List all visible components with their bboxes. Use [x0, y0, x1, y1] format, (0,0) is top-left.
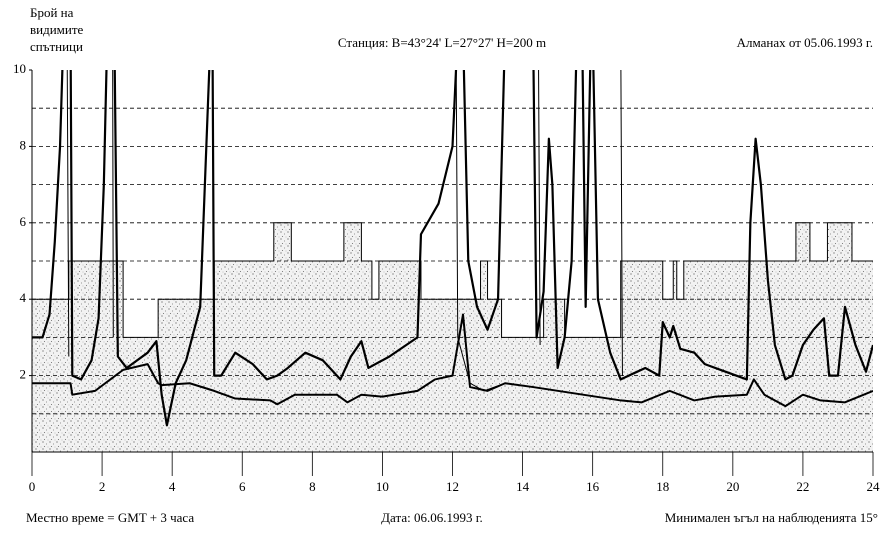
x-tick-label: 6 — [239, 479, 246, 494]
x-tick-label: 4 — [169, 479, 176, 494]
x-tick-label: 24 — [867, 479, 881, 494]
chart-title: Станция: B=43°24' L=27°27' H=200 m — [338, 35, 546, 50]
x-tick-label: 20 — [726, 479, 739, 494]
x-tick-label: 2 — [99, 479, 106, 494]
min-angle-note: Минимален ъгъл на наблюденията 15° — [665, 510, 878, 525]
series-line — [66, 70, 623, 392]
series-line — [32, 70, 873, 427]
x-tick-label: 22 — [796, 479, 809, 494]
x-tick-label: 0 — [29, 479, 36, 494]
local-time-note: Местно време = GMT + 3 часа — [26, 510, 194, 525]
y-label-line: спътници — [30, 39, 83, 54]
x-tick-label: 14 — [516, 479, 530, 494]
plot-area — [32, 70, 873, 452]
date-note: Дата: 06.06.1993 г. — [381, 510, 483, 525]
series-line — [32, 313, 873, 408]
y-tick-label: 4 — [20, 290, 27, 305]
y-tick-label: 2 — [20, 367, 27, 382]
y-tick-label: 8 — [20, 137, 27, 152]
x-tick-label: 12 — [446, 479, 459, 494]
x-tick-label: 16 — [586, 479, 600, 494]
x-tick-label: 10 — [376, 479, 389, 494]
y-tick-label: 6 — [20, 214, 27, 229]
y-tick-label: 10 — [13, 61, 26, 76]
y-label-line: Брой на — [30, 5, 74, 20]
almanac-note: Алманах от 05.06.1993 г. — [737, 35, 873, 50]
x-tick-label: 8 — [309, 479, 316, 494]
x-tick-label: 18 — [656, 479, 669, 494]
y-label-line: видимите — [30, 22, 84, 37]
